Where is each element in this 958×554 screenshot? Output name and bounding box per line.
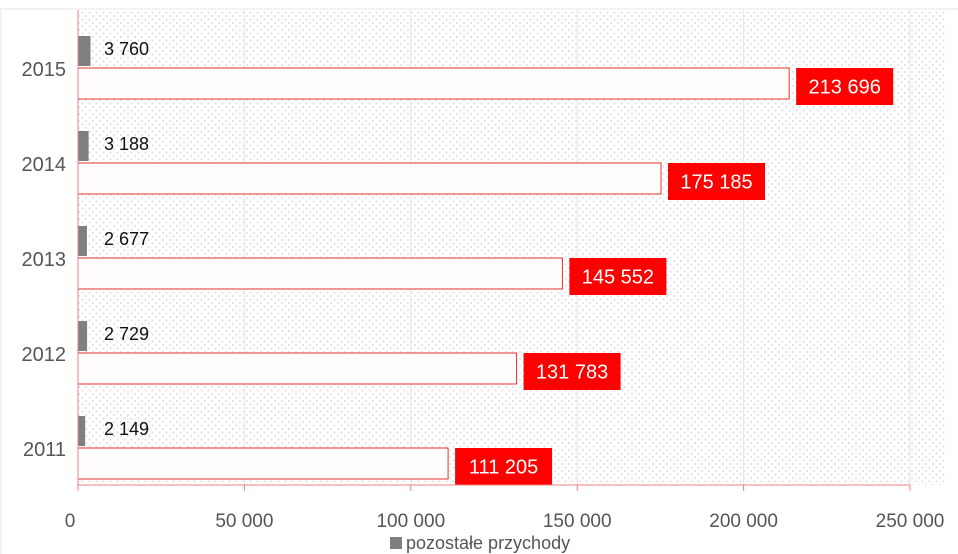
data-label-box <box>796 68 894 105</box>
x-tick-label: 100 000 <box>376 511 445 532</box>
category-label: 2011 <box>23 439 66 461</box>
data-label-other-income: 3 188 <box>104 134 149 154</box>
legend: pozostałe przychody <box>390 533 570 553</box>
x-tick-label: 200 000 <box>709 511 778 532</box>
bar-other-income <box>78 321 88 351</box>
data-label-main: 131 783 <box>536 362 608 384</box>
data-label-main: 145 552 <box>582 267 654 289</box>
data-label-box <box>455 448 553 485</box>
legend-swatch <box>390 537 402 549</box>
bar-main <box>77 257 563 290</box>
category-label: 2014 <box>22 154 67 176</box>
data-label-main: 111 205 <box>469 457 538 479</box>
data-label-other-income: 2 729 <box>104 324 149 344</box>
bar-other-income <box>78 131 89 161</box>
bar-main <box>77 352 518 385</box>
data-label-box <box>668 163 766 200</box>
bars: 3 760 213 696 3 188 175 185 2 677 145 552 2 72… <box>77 36 894 485</box>
category-label: 2012 <box>22 344 67 366</box>
data-label-box <box>569 258 667 295</box>
x-tick-label: 50 000 <box>215 511 273 532</box>
data-label-main: 175 185 <box>680 172 752 194</box>
category-labels: 2015 2014 2013 2012 2011 <box>22 59 67 461</box>
bar-main <box>77 447 449 480</box>
x-tick-label: 0 <box>65 511 76 532</box>
category-label: 2015 <box>22 59 67 81</box>
category-label: 2013 <box>22 249 67 271</box>
data-label-other-income: 2 677 <box>104 229 149 249</box>
bar-main <box>77 162 662 195</box>
data-label-main: 213 696 <box>809 77 881 99</box>
bar-other-income <box>78 226 87 256</box>
x-axis-ticks: 0 50 000 100 000 150 000 200 000 250 000 <box>65 485 945 532</box>
bar-other-income <box>78 36 91 66</box>
data-label-other-income: 2 149 <box>104 419 149 439</box>
x-tick-label: 250 000 <box>876 511 945 532</box>
data-label-box <box>523 353 621 390</box>
bar-main <box>77 67 790 100</box>
legend-label: pozostałe przychody <box>406 533 570 553</box>
data-label-other-income: 3 760 <box>104 39 149 59</box>
x-tick-label: 150 000 <box>543 511 612 532</box>
bar-other-income <box>78 416 86 446</box>
